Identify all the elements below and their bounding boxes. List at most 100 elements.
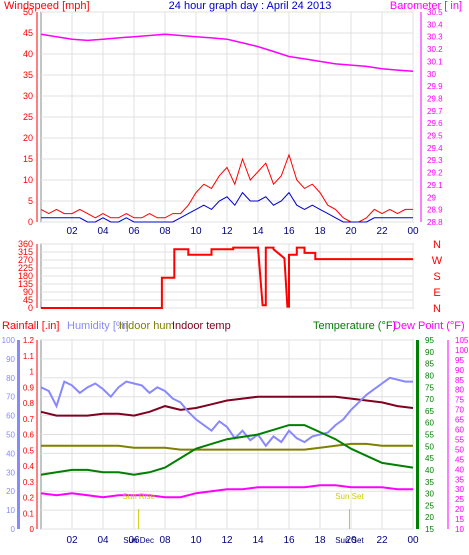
temperature-tick-label: 85 — [425, 360, 434, 369]
dewpoint-tick-label: 40 — [455, 465, 464, 474]
temperature-tick-label: 90 — [425, 348, 434, 357]
rain-tick-label: 0.9 — [23, 383, 35, 392]
x-tick-label: 20 — [345, 535, 357, 546]
rain-tick-label: 0.2 — [23, 494, 35, 503]
humidity-tick-label: 70 — [6, 393, 15, 402]
rain-tick-label: 0.4 — [23, 462, 35, 471]
x-tick-label: 20 — [345, 226, 357, 237]
barometer-tick-label: 29.4 — [427, 144, 443, 153]
dewpoint-tick-label: 75 — [455, 396, 464, 405]
x-tick-label: 04 — [97, 535, 109, 546]
sun-bottom-label: Sun Set — [335, 536, 364, 545]
temperature-axis-bar — [416, 340, 419, 529]
x-tick-label: 16 — [283, 226, 295, 237]
direction-tick-label: 270 — [18, 255, 33, 265]
x-tick-label: 10 — [190, 535, 202, 546]
compass-label: S — [433, 271, 440, 283]
x-tick-label: 14 — [252, 226, 264, 237]
wind-line — [41, 191, 413, 223]
dewpoint-tick-label: 35 — [455, 475, 464, 484]
x-tick-label: 12 — [221, 535, 233, 546]
barometer-tick-label: 28.8 — [427, 218, 443, 227]
direction-tick-label: 135 — [18, 279, 33, 289]
x-tick-label: 14 — [252, 535, 264, 546]
x-tick-label: 06 — [128, 535, 140, 546]
rain-tick-label: 1.2 — [23, 336, 35, 345]
x-tick-label: 02 — [66, 226, 78, 237]
direction-tick-label: 0 — [28, 303, 33, 313]
sun-marker-label: Sun Rise — [122, 492, 155, 501]
dewpoint-tick-label: 30 — [455, 485, 464, 494]
temperature-tick-label: 95 — [425, 336, 434, 345]
barometer-tick-label: 29.3 — [427, 156, 443, 165]
barometer-tick-label: 30.4 — [427, 20, 443, 29]
temperature-tick-label: 70 — [425, 395, 434, 404]
dewpoint-tick-label: 90 — [455, 366, 464, 375]
compass-label: N — [433, 303, 441, 315]
dewpoint-tick-label: 65 — [455, 416, 464, 425]
temperature-tick-label: 35 — [425, 478, 434, 487]
x-tick-label: 02 — [66, 535, 78, 546]
x-tick-label: 12 — [221, 226, 233, 237]
temperature-tick-label: 60 — [425, 419, 434, 428]
direction-tick-label: 180 — [18, 271, 33, 281]
dewpoint-tick-label: 95 — [455, 356, 464, 365]
dewpoint-tick-label: 20 — [455, 505, 464, 514]
indoor-hum-title: Indoor hum — [119, 320, 175, 332]
dewpoint-tick-label: 80 — [455, 386, 464, 395]
wind-tick-label: 0 — [28, 217, 33, 227]
compass-label: N — [433, 239, 441, 251]
wind-tick-label: 30 — [23, 91, 33, 101]
dewpoint-tick-label: 50 — [455, 445, 464, 454]
x-tick-label: 22 — [376, 226, 388, 237]
wind-tick-label: 50 — [23, 7, 33, 17]
barometer-tick-label: 30.2 — [427, 45, 443, 54]
wind-tick-label: 20 — [23, 133, 33, 143]
indoor-temp-title: Indoor temp — [172, 320, 231, 332]
humidity-axis-title: Humidity [%] — [67, 320, 129, 332]
direction-tick-label: 225 — [18, 263, 33, 273]
dewpoint-tick-label: 70 — [455, 406, 464, 415]
dewpoint-tick-label: 105 — [455, 336, 469, 345]
wind-tick-label: 40 — [23, 49, 33, 59]
barometer-tick-label: 29.9 — [427, 82, 443, 91]
temperature-tick-label: 65 — [425, 407, 434, 416]
rain-tick-label: 0.7 — [23, 415, 35, 424]
humidity-tick-label: 100 — [2, 336, 16, 345]
compass-label: W — [432, 255, 443, 267]
dewpoint-axis-title: Dew Point (°F) — [393, 320, 465, 332]
temperature-line — [40, 424, 414, 476]
humidity-tick-label: 10 — [6, 506, 15, 515]
rain-tick-label: 0 — [30, 525, 35, 534]
wind-tick-label: 45 — [23, 28, 33, 38]
humidity-tick-label: 80 — [6, 374, 15, 383]
temperature-tick-label: 15 — [425, 525, 434, 534]
barometer-tick-label: 30.5 — [427, 8, 443, 17]
dew_point-line — [40, 484, 413, 499]
barometer-tick-label: 28.9 — [427, 206, 443, 215]
wind-tick-label: 10 — [23, 175, 33, 185]
rain-tick-label: 0.3 — [23, 478, 35, 487]
x-tick-label: 18 — [314, 226, 326, 237]
rain-tick-label: 1.1 — [23, 352, 35, 361]
indoor_hum-line — [41, 442, 413, 451]
compass-label: E — [433, 287, 440, 299]
chart-title: 24 hour graph day : April 24 2013 — [169, 0, 332, 12]
x-tick-label: 00 — [407, 535, 419, 546]
direction-tick-label: 360 — [18, 239, 33, 249]
dewpoint-tick-label: 25 — [455, 495, 464, 504]
dewpoint-tick-label: 60 — [455, 426, 464, 435]
direction-tick-label: 315 — [18, 247, 33, 257]
dewpoint-tick-label: 15 — [455, 515, 464, 524]
barometer-tick-label: 29.7 — [427, 107, 443, 116]
barometer-tick-label: 29.1 — [427, 181, 443, 190]
barometer-line — [40, 33, 414, 73]
wind-tick-label: 25 — [23, 112, 33, 122]
humidity-tick-label: 0 — [11, 525, 16, 534]
temperature-tick-label: 30 — [425, 490, 434, 499]
sun-bottom-label: Sun Dec — [123, 536, 154, 545]
temperature-tick-label: 50 — [425, 442, 434, 451]
rain-tick-label: 0.6 — [23, 431, 35, 440]
